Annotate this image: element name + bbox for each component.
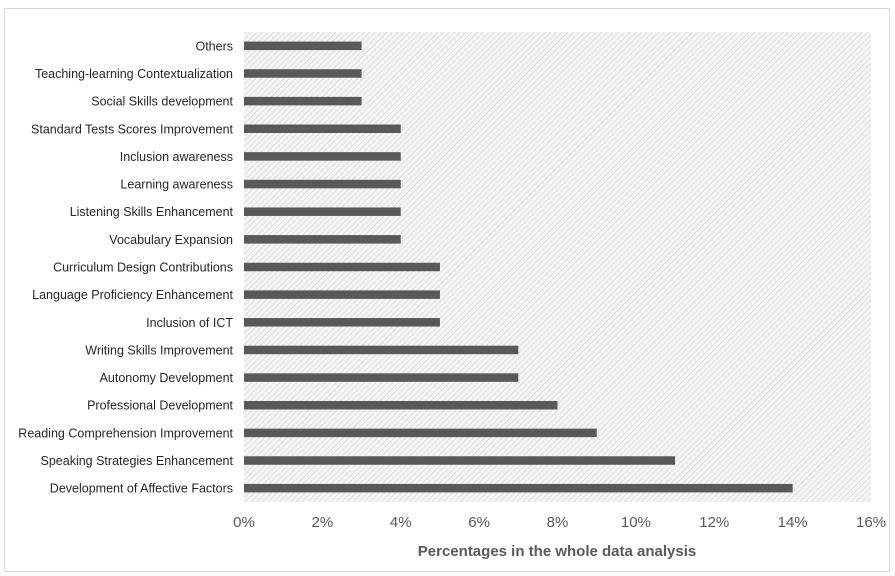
bar	[244, 96, 362, 106]
bar	[244, 345, 519, 355]
category-label: Vocabulary Expansion	[109, 233, 233, 247]
bar	[244, 124, 401, 134]
x-tick-label: 16%	[856, 514, 886, 531]
x-tick-label: 8%	[547, 514, 569, 531]
x-axis-title: Percentages in the whole data analysis	[418, 543, 696, 560]
category-label: Speaking Strategies Enhancement	[41, 454, 234, 468]
x-tick-label: 4%	[390, 514, 412, 531]
bar	[244, 483, 793, 493]
bar	[244, 262, 440, 272]
category-label: Others	[195, 39, 233, 53]
category-label: Inclusion awareness	[120, 150, 233, 164]
category-label: Writing Skills Improvement	[85, 343, 233, 357]
category-label: Curriculum Design Contributions	[53, 261, 233, 275]
x-tick-label: 10%	[621, 514, 651, 531]
bar	[244, 290, 440, 299]
bar	[244, 373, 519, 382]
x-tick-label: 6%	[468, 514, 490, 531]
category-label: Autonomy Development	[100, 371, 234, 385]
x-tick-label: 12%	[699, 514, 729, 531]
bar	[244, 152, 401, 161]
bar	[244, 235, 401, 244]
category-label: Inclusion of ICT	[146, 316, 233, 330]
bar	[244, 428, 597, 438]
bar	[244, 69, 362, 78]
bar	[244, 207, 401, 216]
category-label: Social Skills development	[91, 95, 233, 109]
bar	[244, 41, 362, 51]
x-tick-labels: 0% 2% 4% 6% 8% 10% 12% 14% 16%	[233, 514, 886, 531]
bar	[244, 456, 676, 465]
category-label: Teaching-learning Contextualization	[35, 67, 233, 81]
category-labels: Others Teaching-learning Contextualizatio…	[18, 39, 233, 495]
category-label: Development of Affective Factors	[50, 482, 233, 496]
category-label: Language Proficiency Enhancement	[32, 288, 233, 302]
x-tick-label: 14%	[778, 514, 808, 531]
category-label: Professional Development	[87, 399, 233, 413]
category-label: Learning awareness	[120, 178, 233, 192]
bar	[244, 318, 440, 327]
bar	[244, 400, 558, 410]
category-label: Listening Skills Enhancement	[70, 205, 234, 219]
category-label: Reading Comprehension Improvement	[18, 426, 233, 440]
category-label: Standard Tests Scores Improvement	[31, 122, 233, 136]
x-tick-label: 0%	[233, 514, 255, 531]
bar	[244, 179, 401, 189]
x-tick-label: 2%	[312, 514, 334, 531]
bars-layer	[244, 41, 793, 493]
